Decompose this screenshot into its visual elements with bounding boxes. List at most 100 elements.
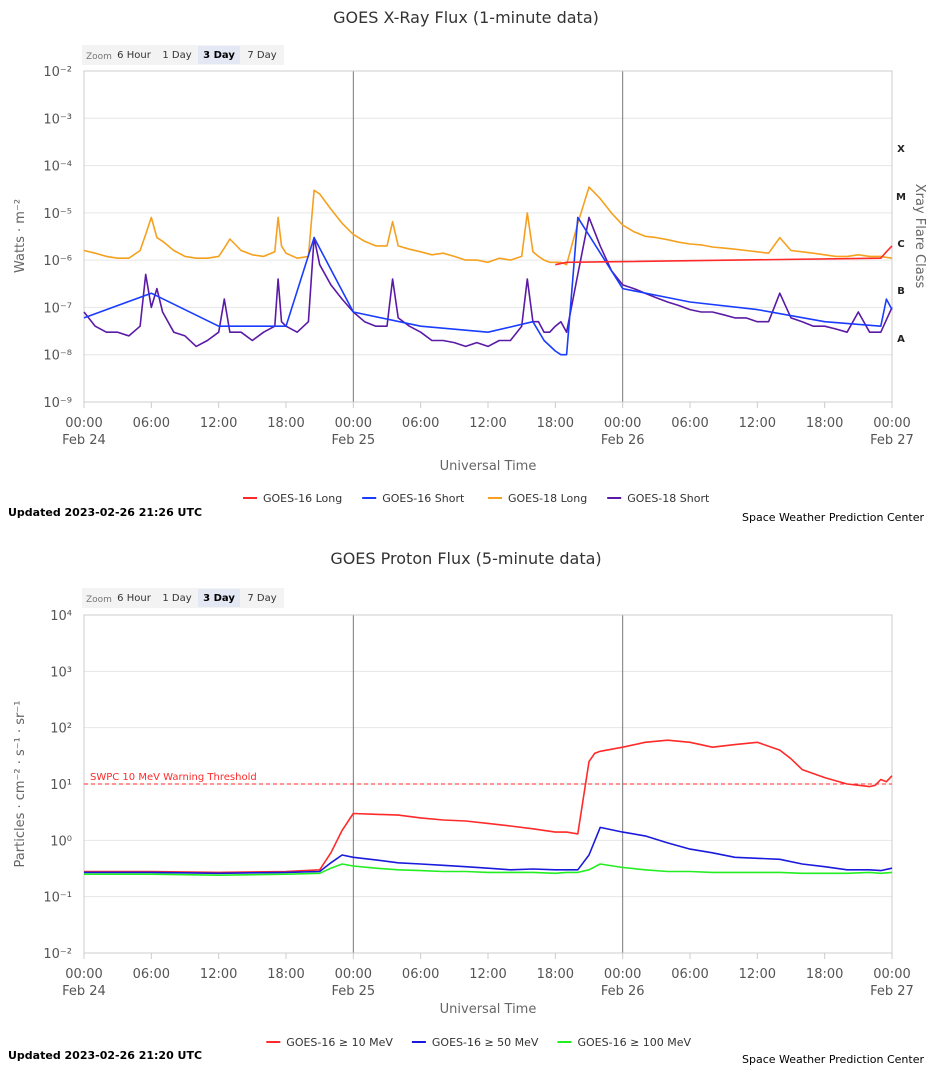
xray-zoom-7d-button[interactable]: 7 Day: [242, 46, 282, 64]
xray-series-line-2: [83, 216, 893, 348]
xray-y-tick-label: 10⁻⁶: [43, 254, 72, 269]
xray-zoom-7d-label: 7 Day: [247, 50, 276, 61]
xray-flare-class-label: X: [897, 144, 905, 155]
xray-x-tick-label: 00:00: [65, 416, 102, 431]
proton-series-group: [84, 739, 893, 877]
proton-date-label: Feb 27: [870, 984, 914, 999]
proton-zoom-bar: Zoom 6 Hour 1 Day 3 Day 7 Day: [82, 588, 284, 608]
proton-y-tick-label: 10⁴: [50, 609, 72, 624]
xray-flare-class-label: B: [897, 286, 905, 297]
xray-legend: GOES-16 Long GOES-16 Short GOES-18 Long GOE…: [243, 492, 710, 505]
proton-zoom-6h-button[interactable]: 6 Hour: [113, 589, 156, 607]
xray-y-tick-label: 10⁻⁸: [43, 349, 72, 364]
xray-y-tick-label: 10⁻²: [43, 65, 72, 80]
proton-x-tick-label: 12:00: [739, 967, 776, 982]
xray-series-line-4: [555, 245, 893, 266]
xray-credit-text: Space Weather Prediction Center: [742, 511, 924, 524]
proton-zoom-1d-button[interactable]: 1 Day: [158, 589, 196, 607]
proton-legend-label: GOES-16 ≥ 50 MeV: [432, 1036, 539, 1049]
proton-date-label: Feb 24: [62, 984, 106, 999]
proton-x-tick-label: 06:00: [671, 967, 708, 982]
xray-zoom-bar: Zoom 6 Hour 1 Day 3 Day 7 Day: [82, 45, 284, 65]
xray-y-tick-label: 10⁻⁴: [43, 160, 72, 175]
xray-x-tick-label: 06:00: [671, 416, 708, 431]
xray-x-tick-label: 06:00: [402, 416, 439, 431]
xray-series-line-3: [83, 216, 893, 356]
xray-flare-class-label: A: [897, 334, 905, 345]
proton-y-tick-label: 10⁻²: [43, 947, 72, 962]
xray-x-tick-label: 12:00: [469, 416, 506, 431]
xray-y-axis-title: Watts · m⁻²: [13, 199, 28, 273]
proton-threshold-label: SWPC 10 MeV Warning Threshold: [90, 772, 257, 783]
proton-series-line-2: [84, 826, 893, 875]
proton-legend-label: GOES-16 ≥ 10 MeV: [286, 1036, 393, 1049]
xray-y-axis: 10⁻² 10⁻³ 10⁻⁴ 10⁻⁵ 10⁻⁶ 10⁻⁷ 10⁻⁸ 10⁻⁹: [43, 65, 72, 411]
proton-zoom-1d-label: 1 Day: [162, 593, 191, 604]
xray-x-axis: 00:00 06:00 12:00 18:00 00:00 06:00 12:00 18:00…: [62, 402, 914, 448]
proton-legend-item-3[interactable]: GOES-16 ≥ 100 MeV: [557, 1036, 692, 1049]
proton-x-tick-label: 00:00: [65, 967, 102, 982]
xray-series-line-1: [83, 186, 893, 266]
xray-zoom-3d-label: 3 Day: [203, 50, 235, 61]
xray-x-tick-label: 00:00: [604, 416, 641, 431]
proton-zoom-6h-label: 6 Hour: [117, 593, 152, 604]
proton-x-tick-label: 06:00: [133, 967, 170, 982]
xray-date-label: Feb 25: [331, 433, 375, 448]
xray-x-tick-label: 18:00: [806, 416, 843, 431]
xray-flare-class-label: M: [896, 192, 906, 203]
proton-x-tick-label: 00:00: [873, 967, 910, 982]
xray-legend-item-3[interactable]: GOES-18 Long: [488, 492, 587, 505]
xray-legend-item-2[interactable]: GOES-16 Short: [362, 492, 465, 505]
proton-legend-item-2[interactable]: GOES-16 ≥ 50 MeV: [411, 1036, 539, 1049]
proton-series-line-3: [84, 863, 893, 877]
xray-x-tick-label: 00:00: [873, 416, 910, 431]
xray-date-label: Feb 24: [62, 433, 106, 448]
proton-chart-title: GOES Proton Flux (5-minute data): [330, 549, 601, 568]
proton-x-tick-label: 18:00: [537, 967, 574, 982]
xray-zoom-6h-button[interactable]: 6 Hour: [113, 46, 156, 64]
proton-zoom-label: Zoom: [86, 595, 112, 605]
proton-flux-chart: GOES Proton Flux (5-minute data) Zoom 6 …: [8, 549, 924, 1066]
xray-flare-classes: X M C B A: [896, 144, 906, 345]
proton-x-axis-title: Universal Time: [440, 1002, 537, 1017]
proton-series-line-1: [84, 739, 893, 874]
xray-flare-class-label: C: [897, 239, 904, 250]
proton-y-tick-label: 10⁻¹: [43, 891, 72, 906]
proton-y-tick-label: 10⁰: [50, 834, 72, 849]
proton-credit-text: Space Weather Prediction Center: [742, 1053, 924, 1066]
xray-legend-item-1[interactable]: GOES-16 Long: [243, 492, 342, 505]
proton-zoom-7d-label: 7 Day: [247, 593, 276, 604]
proton-x-tick-label: 18:00: [806, 967, 843, 982]
xray-y-tick-label: 10⁻³: [43, 112, 72, 127]
xray-series-group: [83, 186, 893, 356]
xray-zoom-1d-button[interactable]: 1 Day: [158, 46, 196, 64]
xray-updated-text: Updated 2023-02-26 21:26 UTC: [8, 506, 202, 519]
proton-x-tick-label: 18:00: [267, 967, 304, 982]
xray-legend-item-4[interactable]: GOES-18 Short: [607, 492, 710, 505]
xray-x-axis-title: Universal Time: [440, 459, 537, 474]
xray-y-tick-label: 10⁻⁷: [43, 301, 72, 316]
proton-updated-text: Updated 2023-02-26 21:20 UTC: [8, 1049, 202, 1062]
proton-y-tick-label: 10²: [50, 722, 72, 737]
xray-flux-chart: GOES X-Ray Flux (1-minute data) Zoom 6 H…: [8, 8, 927, 524]
proton-x-axis: 00:00 06:00 12:00 18:00 00:00 06:00 12:00 18:00…: [62, 953, 914, 999]
proton-x-tick-label: 12:00: [469, 967, 506, 982]
proton-date-label: Feb 25: [331, 984, 375, 999]
proton-zoom-3d-button[interactable]: 3 Day: [198, 589, 240, 607]
xray-zoom-3d-button[interactable]: 3 Day: [198, 46, 240, 64]
proton-zoom-7d-button[interactable]: 7 Day: [242, 589, 282, 607]
xray-x-tick-label: 12:00: [739, 416, 776, 431]
xray-right-axis-title: Xray Flare Class: [912, 184, 927, 289]
xray-zoom-6h-label: 6 Hour: [117, 50, 152, 61]
proton-x-tick-label: 00:00: [604, 967, 641, 982]
xray-x-tick-label: 12:00: [200, 416, 237, 431]
xray-grid: [84, 70, 892, 403]
xray-x-tick-label: 00:00: [335, 416, 372, 431]
proton-zoom-3d-label: 3 Day: [203, 593, 235, 604]
proton-legend-label: GOES-16 ≥ 100 MeV: [578, 1036, 692, 1049]
xray-zoom-label: Zoom: [86, 52, 112, 62]
xray-x-tick-label: 18:00: [537, 416, 574, 431]
xray-date-label: Feb 26: [601, 433, 645, 448]
xray-x-tick-label: 06:00: [133, 416, 170, 431]
proton-legend-item-1[interactable]: GOES-16 ≥ 10 MeV: [266, 1036, 393, 1049]
